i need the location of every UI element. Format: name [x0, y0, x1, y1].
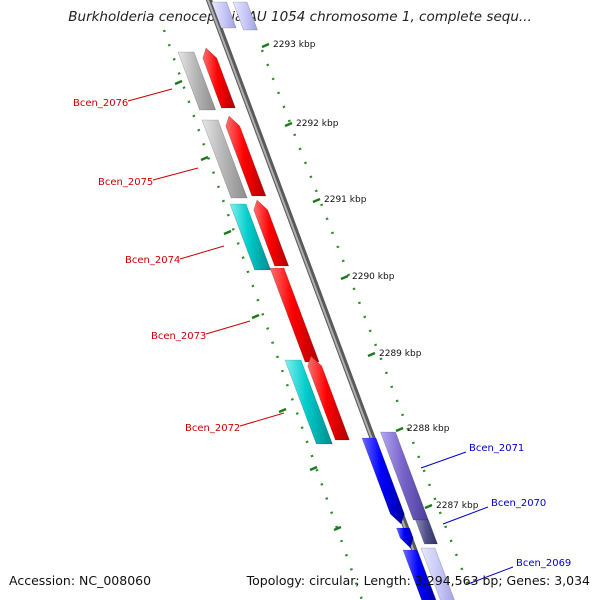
- scale-label: 2292 kbp: [296, 119, 339, 129]
- gene-feature[interactable]: [361, 437, 405, 525]
- gene-feature[interactable]: [177, 51, 217, 111]
- gene-label-bcen_2069[interactable]: Bcen_2069: [516, 558, 571, 569]
- scale-label: 2289 kbp: [379, 349, 422, 359]
- gene-feature[interactable]: [415, 519, 438, 545]
- gene-label-bcen_2075[interactable]: Bcen_2075: [98, 177, 153, 188]
- gene-leader-line: [467, 566, 514, 585]
- gene-label-bcen_2076[interactable]: Bcen_2076: [73, 98, 128, 109]
- gene-feature[interactable]: [420, 547, 456, 600]
- gene-leader-line: [420, 451, 467, 469]
- scale-tick: [284, 121, 293, 128]
- gene-feature[interactable]: [202, 47, 236, 109]
- gene-leader-line: [127, 88, 173, 102]
- gene-label-bcen_2073[interactable]: Bcen_2073: [151, 331, 206, 342]
- gene-feature[interactable]: [402, 549, 438, 600]
- scale-tick: [340, 274, 349, 281]
- gene-label-bcen_2071[interactable]: Bcen_2071: [469, 443, 524, 454]
- scale-tick: [367, 351, 376, 358]
- gene-feature[interactable]: [269, 267, 320, 363]
- inner-scale-tick: [200, 155, 209, 162]
- scale-label: 2291 kbp: [324, 195, 367, 205]
- gene-label-bcen_2072[interactable]: Bcen_2072: [185, 423, 240, 434]
- scale-label: 2293 kbp: [273, 40, 316, 50]
- gene-leader-line: [205, 320, 251, 335]
- gene-feature[interactable]: [229, 203, 272, 271]
- scale-label: 2288 kbp: [407, 424, 450, 434]
- scale-tick: [261, 42, 270, 49]
- gene-feature[interactable]: [396, 527, 414, 549]
- accession-text: Accession: NC_008060: [9, 573, 152, 588]
- inner-scale-tick: [223, 229, 232, 236]
- gene-feature[interactable]: [253, 199, 290, 267]
- ring-guides: [162, 29, 472, 600]
- gene-feature[interactable]: [211, 1, 237, 29]
- scale-label: 2290 kbp: [352, 272, 395, 282]
- gene-label-bcen_2074[interactable]: Bcen_2074: [125, 255, 180, 266]
- gene-leader-line: [442, 506, 489, 525]
- gene-feature[interactable]: [232, 1, 258, 31]
- scale-label: 2287 kbp: [436, 501, 479, 511]
- scale-tick: [424, 503, 433, 510]
- gene-label-layer: Bcen_2076 Bcen_2075 Bcen_2074 Bcen_2073 Bcen…: [73, 88, 571, 585]
- scale-tick: [395, 426, 404, 433]
- gene-feature[interactable]: [225, 115, 267, 197]
- gene-label-bcen_2070[interactable]: Bcen_2070: [491, 498, 546, 509]
- kbp-scale: 2293 kbp 2292 kbp 2291 kbp 2290 kbp 2289 kbp…: [174, 40, 479, 532]
- map-title: Burkholderia cenocepacia AU 1054 chromos…: [68, 9, 532, 25]
- inner-scale-tick: [278, 407, 287, 414]
- gene-leader-line: [239, 412, 285, 427]
- gene-feature[interactable]: [201, 119, 248, 199]
- gene-feature[interactable]: [284, 359, 333, 445]
- scale-tick: [312, 197, 321, 204]
- gene-feature[interactable]: [307, 355, 350, 441]
- inner-scale-tick: [174, 79, 183, 86]
- gene-features: [177, 1, 456, 600]
- guide-dots: [162, 29, 364, 600]
- inner-scale-tick: [333, 525, 342, 532]
- inner-scale-tick: [251, 313, 260, 320]
- sequence-summary: Topology: circular; Length: 3,294,563 bp…: [246, 573, 590, 588]
- gene-leader-line: [152, 167, 199, 181]
- inner-scale-tick: [309, 465, 318, 472]
- gene-leader-line: [179, 245, 225, 260]
